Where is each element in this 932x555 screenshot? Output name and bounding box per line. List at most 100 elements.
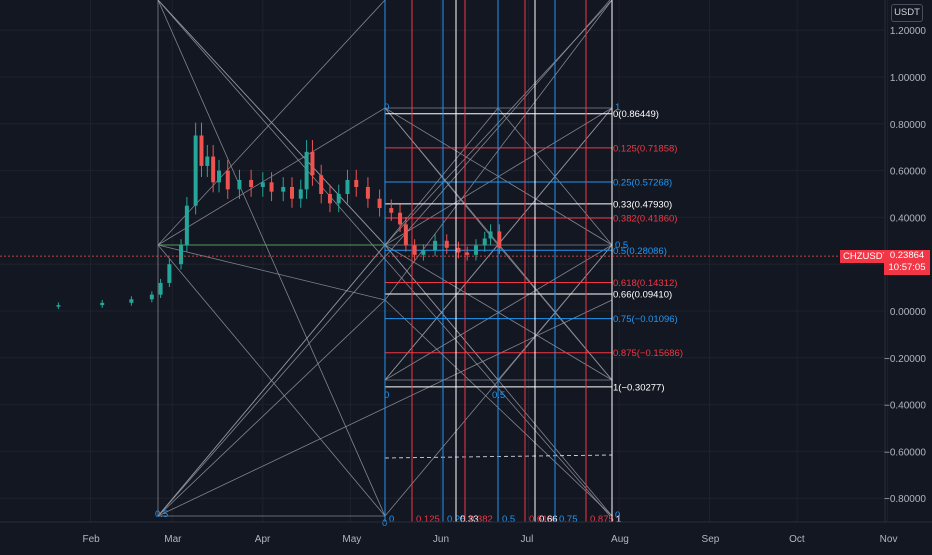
candle-body [290,186,294,199]
fib-annotation: 0 [384,102,389,113]
y-tick-label: 1.20000 [890,26,927,37]
candle-body [179,245,184,265]
x-tick-label: Oct [789,534,805,545]
fan-line [157,299,386,517]
candle-body [281,186,286,192]
fib-level-label: 1(−0.30277) [613,382,665,393]
candle-body [167,264,172,283]
candle-body [403,224,408,246]
fib-annotation: 0 [615,510,620,521]
currency-badge[interactable]: USDT [891,4,923,22]
fib-level-label: 0.75(−0.01096) [613,314,678,325]
candle-body [269,182,274,192]
fan-line [157,244,386,517]
candle-body [421,250,426,255]
fib-level-label: 0.66(0.09410) [613,289,672,300]
candle-body [497,231,502,248]
candle-body [456,247,461,253]
price-candles [0,122,885,309]
candle-body [465,252,470,255]
candle-body [354,179,359,187]
x-tick-label: Apr [255,534,271,545]
candle-body [298,189,303,199]
y-tick-label: −0.20000 [884,354,926,365]
candle-body [56,305,61,307]
candle-body [389,208,394,213]
last-price-tag: 0.23864 10:57:05 [884,250,930,275]
x-tick-label: Jun [433,534,449,545]
time-zone-label: 1 [616,514,621,525]
x-tick-label: Jul [521,534,534,545]
x-tick-label: Nov [880,534,898,545]
candle-body [398,212,403,225]
candle-body [473,245,478,255]
candle-body [412,245,417,255]
candle-body [365,186,370,199]
candle-body [205,156,210,166]
x-tick-label: Feb [83,534,101,545]
candle-body [199,135,204,166]
time-zone-label: 0.75 [559,514,578,525]
fib-level-label: 0.25(0.57268) [613,177,672,188]
time-zone-label: 0 [389,514,394,525]
x-tick-label: Sep [702,534,720,545]
candle-body [327,194,332,204]
y-tick-label: 0.00000 [890,307,927,318]
fib-level-label: 0(0.86449) [613,109,659,120]
candle-body [444,240,449,248]
fib-annotation: 0.5 [615,240,628,251]
fib-annotation: 0.5 [155,509,168,520]
candle-body [319,175,324,194]
candle-body [184,205,189,246]
y-tick-label: −0.80000 [884,494,926,505]
time-zone-label: 0.66 [539,514,558,525]
candle-body [193,135,198,206]
fib-level-label: 0.382(0.41860) [613,214,677,225]
y-tick-label: 0.60000 [890,167,927,178]
fib-annotation: 0 [384,390,389,401]
fan-line [157,0,386,246]
time-zone-label: 0.125 [416,514,440,525]
x-tick-label: Aug [611,534,629,545]
y-tick-label: 0.40000 [890,213,927,224]
candle-body [225,170,230,190]
candle-body [304,151,309,190]
candle-body [433,240,438,251]
candle-body [129,299,134,303]
candle-body [211,156,216,183]
candle-body [482,238,487,246]
candle-body [158,282,163,295]
fib-annotation: 0 [382,518,387,529]
fib-annotation: 0.5 [492,390,505,401]
last-price-value: 0.23864 [889,250,925,261]
candle-body [149,294,154,300]
candle-body [336,194,341,204]
fan-line [384,244,499,381]
candle-body [217,170,221,183]
fib-level-label: 0.618(0.14312) [613,278,677,289]
time-zone-label: 0.875 [590,514,614,525]
fib-level-label: 0.125(0.71858) [613,143,677,154]
candle-body [249,179,254,187]
fib-annotation: 1 [615,102,620,113]
candle-body [345,179,350,194]
time-zone-label: 0.382 [469,514,493,525]
time-zone-label: 0.5 [502,514,515,525]
fib-level-label: 0.5(0.28086) [613,246,667,257]
y-tick-label: −0.40000 [884,401,926,412]
candle-body [260,182,265,187]
candle-body [377,198,382,209]
x-tick-label: Mar [164,534,182,545]
fan-line [157,0,386,517]
fan-line [384,107,499,246]
y-tick-label: −0.60000 [884,447,926,458]
time-zone-label: 0.618 [529,514,553,525]
candle-body [488,231,493,239]
y-tick-label: 1.00000 [890,73,927,84]
x-tick-label: May [342,534,361,545]
fan-line [157,244,386,301]
bar-countdown: 10:57:05 [888,262,926,273]
